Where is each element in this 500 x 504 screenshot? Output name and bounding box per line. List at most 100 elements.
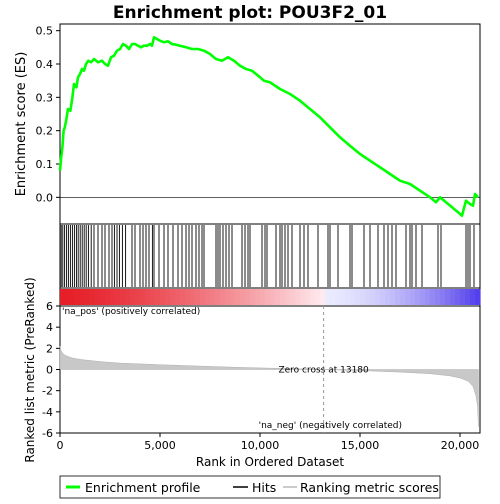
color-band-cell [425, 289, 431, 305]
rank-x-tick-label: 15,000 [341, 439, 380, 452]
color-band-cell [280, 289, 286, 305]
color-band-cell [380, 289, 386, 305]
rank-x-axis: 0 5,000 10,000 15,000 20,000 [57, 433, 480, 452]
es-y-tick-label: 0.3 [36, 91, 54, 104]
color-band-cell [375, 289, 381, 305]
color-band-cell [295, 289, 301, 305]
color-band-cell [255, 289, 261, 305]
color-band-cell [190, 289, 196, 305]
color-band-cell [305, 289, 311, 305]
color-band-cell [240, 289, 246, 305]
es-y-tick-label: 0.0 [36, 191, 54, 204]
color-band-cells [60, 289, 481, 305]
rank-x-axis-label: Rank in Ordered Dataset [196, 455, 344, 469]
color-band-cell [250, 289, 256, 305]
legend-label-hits: Hits [252, 480, 276, 495]
color-band-cell [135, 289, 141, 305]
metric-y-tick-label: -4 [42, 406, 53, 419]
rank-x-tick-label: 10,000 [241, 439, 280, 452]
color-band-cell [150, 289, 156, 305]
color-band-cell [200, 289, 206, 305]
color-band-cell [110, 289, 116, 305]
rank-x-tick-label: 20,000 [441, 439, 480, 452]
color-band-cell [470, 289, 476, 305]
chart-title: Enrichment plot: POU3F2_01 [113, 3, 387, 23]
color-band-cell [390, 289, 396, 305]
hits-panel [59, 223, 481, 289]
color-band-cell [450, 289, 456, 305]
color-band-cell [175, 289, 181, 305]
color-band-cell [430, 289, 436, 305]
color-band-cell [410, 289, 416, 305]
legend-label-enrichment: Enrichment profile [85, 480, 201, 495]
hits-panel-frame [59, 223, 481, 289]
color-band-cell [120, 289, 126, 305]
es-y-axis-label: Enrichment score (ES) [14, 52, 29, 197]
legend-frame [59, 475, 441, 499]
color-band-cell [245, 289, 251, 305]
metric-y-axis-label: Ranked list metric (PreRanked) [23, 277, 37, 462]
color-band-cell [400, 289, 406, 305]
color-band-cell [325, 289, 331, 305]
color-band-cell [180, 289, 186, 305]
color-band-cell [185, 289, 191, 305]
color-band-cell [170, 289, 176, 305]
color-band-cell [100, 289, 106, 305]
zero-cross-label: Zero cross at 13180 [278, 366, 369, 376]
color-band-cell [465, 289, 471, 305]
positive-correlation-label: 'na_pos' (positively correlated) [62, 307, 200, 317]
color-band-cell [385, 289, 391, 305]
legend-label-ranking: Ranking metric scores [300, 480, 439, 495]
color-band-cell [315, 289, 321, 305]
color-band-cell [420, 289, 426, 305]
color-band-cell [405, 289, 411, 305]
es-y-tick-label: 0.4 [36, 58, 54, 71]
color-band-cell [445, 289, 451, 305]
color-band-cell [435, 289, 441, 305]
color-band-cell [70, 289, 76, 305]
color-band-cell [75, 289, 81, 305]
color-band-cell [60, 289, 66, 305]
color-band-cell [145, 289, 151, 305]
color-band-cell [225, 289, 231, 305]
color-band-cell [155, 289, 161, 305]
color-band-cell [290, 289, 296, 305]
color-band-cell [360, 289, 366, 305]
color-band-cell [270, 289, 276, 305]
color-band-cell [275, 289, 281, 305]
color-band-cell [230, 289, 236, 305]
enrichment-profile-line [58, 35, 479, 217]
rank-x-tick-label: 5,000 [144, 439, 176, 452]
color-band-cell [335, 289, 341, 305]
metric-y-tick-label: -6 [42, 427, 53, 440]
color-band-cell [265, 289, 271, 305]
color-band-cell [165, 289, 171, 305]
color-band-cell [395, 289, 401, 305]
color-band-cell [365, 289, 371, 305]
color-band-cell [90, 289, 96, 305]
metric-panel: Zero cross at 13180 'na_pos' (positively… [23, 277, 481, 469]
chart-legend: Enrichment profile Hits Ranking metric s… [59, 475, 441, 499]
color-band-cell [220, 289, 226, 305]
color-band-cell [340, 289, 346, 305]
color-band-cell [345, 289, 351, 305]
color-band-cell [350, 289, 356, 305]
color-band-cell [260, 289, 266, 305]
color-band-cell [205, 289, 211, 305]
color-band-cell [80, 289, 86, 305]
color-band-cell [475, 289, 481, 305]
es-y-tick-label: 0.1 [36, 158, 54, 171]
color-band-cell [210, 289, 216, 305]
metric-y-tick-label: 4 [46, 321, 53, 334]
es-y-tick-label: 0.2 [36, 125, 54, 138]
color-band-cell [440, 289, 446, 305]
color-band-cell [105, 289, 111, 305]
metric-y-tick-label: -2 [42, 385, 53, 398]
color-band-cell [85, 289, 91, 305]
color-band-cell [65, 289, 71, 305]
es-panel: 0.0 0.1 0.2 0.3 0.4 0.5 Enrichment score (ES) [14, 23, 481, 225]
es-y-tick-label: 0.5 [36, 25, 54, 38]
color-band-cell [300, 289, 306, 305]
